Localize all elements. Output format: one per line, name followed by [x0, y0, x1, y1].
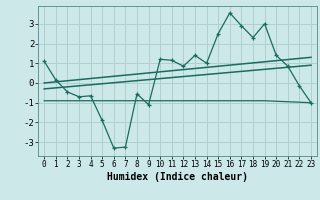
X-axis label: Humidex (Indice chaleur): Humidex (Indice chaleur)	[107, 172, 248, 182]
